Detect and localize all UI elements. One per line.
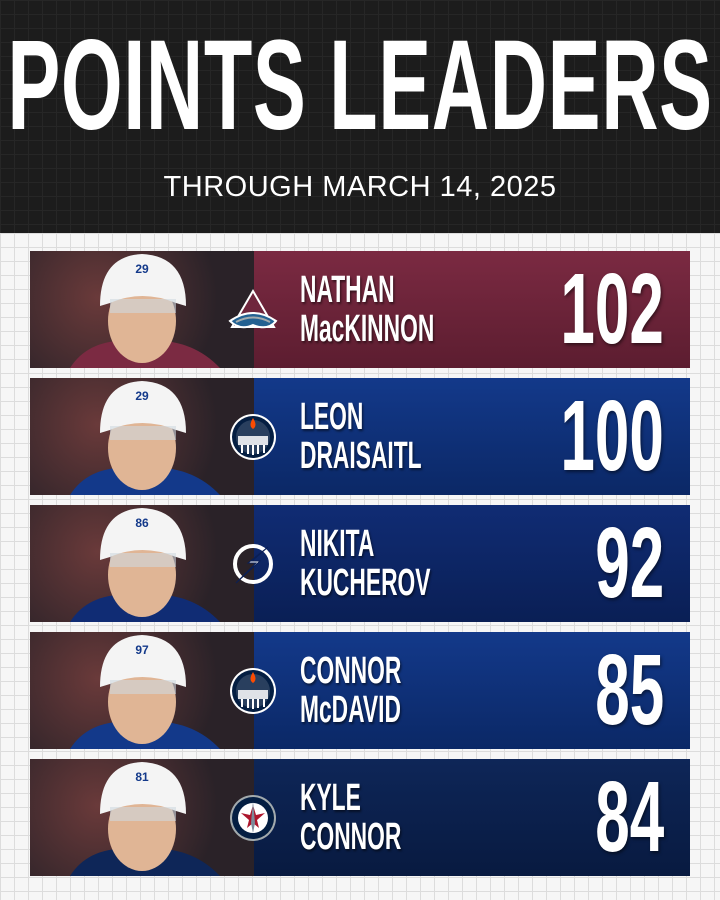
player-first-name: CONNOR (300, 650, 402, 692)
player-first-name: LEON (300, 396, 364, 438)
player-last-name: CONNOR (300, 816, 402, 858)
header: POINTS LEADERS THROUGH MARCH 14, 2025 (0, 0, 720, 233)
player-points: 84 (595, 761, 664, 873)
player-photo: 86 (30, 505, 254, 622)
page-title: POINTS LEADERS (7, 14, 713, 157)
player-photo: 81 (30, 759, 254, 876)
helmet-number: 97 (135, 643, 149, 657)
helmet-number: 86 (135, 516, 149, 530)
leader-row: 29 LEON DRAISAITL 100 (30, 378, 690, 495)
leader-row: 86 NIKITA KUCHEROV 92 (30, 505, 690, 622)
lightning-logo-icon (228, 539, 278, 589)
leader-panel: NIKITA KUCHEROV 92 (233, 505, 690, 622)
player-photo: 29 (30, 251, 254, 368)
helmet-number: 29 (135, 389, 149, 403)
player-first-name: NIKITA (300, 523, 375, 565)
leader-panel: NATHAN MacKINNON 102 (228, 251, 690, 368)
player-points: 102 (560, 253, 664, 365)
player-last-name: DRAISAITL (300, 435, 422, 477)
player-photo: 97 (30, 632, 254, 749)
player-first-name: KYLE (300, 777, 361, 819)
player-points: 92 (595, 507, 664, 619)
jets-logo-icon (228, 793, 278, 843)
page-subtitle: THROUGH MARCH 14, 2025 (163, 171, 557, 203)
leader-panel: CONNOR McDAVID 85 (230, 632, 690, 749)
leader-row: 97 CONNOR McDAVID 85 (30, 632, 690, 749)
player-last-name: MacKINNON (300, 308, 435, 350)
oilers-logo-icon (228, 412, 278, 462)
player-name: CONNOR McDAVID (300, 652, 401, 730)
leader-row: 81 KYLE CONNOR 84 (30, 759, 690, 876)
leader-row: 29 NATHAN MacKINNON 102 (30, 251, 690, 368)
player-last-name: KUCHEROV (300, 562, 431, 604)
avalanche-logo-icon (228, 285, 278, 335)
helmet-number: 29 (135, 262, 149, 276)
player-points: 100 (560, 380, 664, 492)
oilers-logo-icon (228, 666, 278, 716)
leader-panel: LEON DRAISAITL 100 (230, 378, 690, 495)
player-name: LEON DRAISAITL (300, 398, 422, 476)
player-name: NIKITA KUCHEROV (300, 525, 430, 603)
player-name: KYLE CONNOR (300, 779, 401, 857)
player-name: NATHAN MacKINNON (300, 271, 434, 349)
player-last-name: McDAVID (300, 689, 401, 731)
helmet-number: 81 (135, 770, 149, 784)
leader-panel: KYLE CONNOR 84 (230, 759, 690, 876)
player-points: 85 (595, 634, 664, 746)
player-photo: 29 (30, 378, 254, 495)
player-first-name: NATHAN (300, 269, 395, 311)
